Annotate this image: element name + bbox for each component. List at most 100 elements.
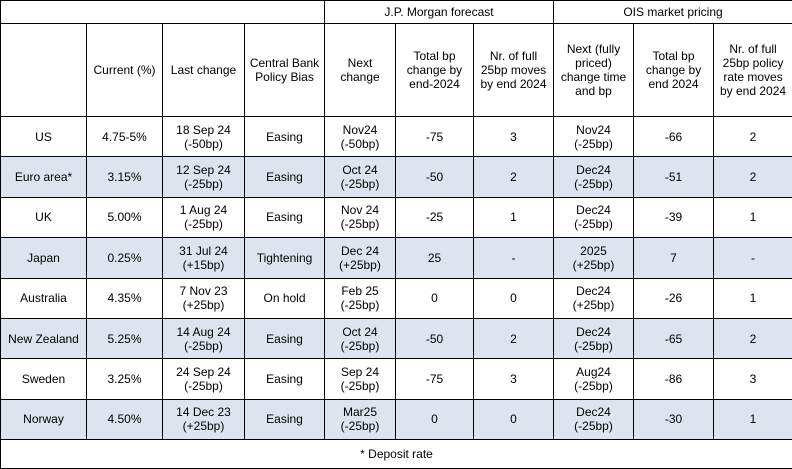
row-last-change: 1 Aug 24 (-25bp) (162, 196, 245, 239)
row-ois-total-bp: -86 (633, 358, 715, 400)
row-jpm-nr-moves: 0 (472, 277, 555, 319)
ois-next-change-bp: (-25bp) (574, 338, 613, 353)
jpm-next-change-bp: (-25bp) (340, 217, 380, 232)
jpm-next-change-date: Feb 25 (341, 284, 379, 299)
table-row: Euro area* 3.15% 12 Sep 24 (-25bp) Easing Oct… (0, 156, 792, 198)
ois-next-change-date: Dec24 (576, 405, 611, 420)
jpm-next-change-date: Sep 24 (340, 364, 380, 379)
row-jpm-next-change: Sep 24 (-25bp) (324, 358, 396, 400)
footnote-text: * Deposit rate (0, 439, 792, 469)
row-jpm-total-bp: -75 (395, 115, 474, 158)
column-header-ois-next-change: Next (fully priced) change time and bp (553, 23, 635, 117)
row-last-change: 31 Jul 24 (+15bp) (162, 237, 245, 279)
last-change-bp: (+15bp) (182, 257, 225, 272)
row-jpm-next-change: Dec 24 (+25bp) (324, 237, 396, 279)
row-ois-total-bp: -65 (633, 317, 715, 360)
row-current-rate: 3.15% (86, 156, 163, 198)
row-jpm-nr-moves: 3 (472, 358, 555, 400)
jpm-next-change-date: Oct 24 (342, 324, 378, 339)
last-change-bp: (+25bp) (182, 298, 225, 313)
row-country: New Zealand (0, 317, 87, 360)
ois-next-change-date: Nov24 (576, 122, 611, 137)
last-change-bp: (-25bp) (184, 177, 223, 192)
row-policy-bias: On hold (244, 277, 325, 319)
row-ois-total-bp: -26 (633, 277, 715, 319)
column-header-jpm-total-bp: Total bp change by end-2024 (395, 23, 474, 117)
row-last-change: 14 Dec 23 (+25bp) (162, 398, 245, 441)
jpm-next-change-date: Oct 24 (342, 163, 378, 178)
table-row: UK 5.00% 1 Aug 24 (-25bp) Easing Nov 24 (-25bp… (0, 196, 792, 239)
ois-next-change-bp: (+25bp) (572, 257, 615, 272)
row-last-change: 7 Nov 23 (+25bp) (162, 277, 245, 319)
row-jpm-total-bp: 25 (395, 237, 474, 279)
row-ois-next-change: 2025 (+25bp) (553, 237, 635, 279)
row-policy-bias: Easing (244, 196, 325, 239)
table-row: Japan 0.25% 31 Jul 24 (+15bp) Tightening Dec … (0, 237, 792, 279)
row-jpm-next-change: Oct 24 (-25bp) (324, 156, 396, 198)
row-ois-next-change: Dec24 (-25bp) (553, 317, 635, 360)
table-body: US 4.75-5% 18 Sep 24 (-50bp) Easing Nov24 (-50… (0, 115, 792, 441)
table-row: Sweden 3.25% 24 Sep 24 (-25bp) Easing Sep 24(… (0, 358, 792, 400)
row-current-rate: 0.25% (86, 237, 163, 279)
table-row: Australia 4.35% 7 Nov 23 (+25bp) On hold Feb … (0, 277, 792, 319)
row-jpm-total-bp: 0 (395, 277, 474, 319)
row-jpm-nr-moves: - (472, 237, 555, 279)
jpm-next-change-bp: (-25bp) (340, 298, 380, 313)
column-header-country (0, 23, 87, 117)
jpm-next-change-bp: (-25bp) (340, 177, 380, 192)
row-jpm-total-bp: -25 (395, 196, 474, 239)
row-current-rate: 3.25% (86, 358, 163, 400)
ois-next-change-bp: (-25bp) (574, 378, 613, 393)
last-change-date: 18 Sep 24 (176, 122, 231, 137)
row-ois-nr-moves: 1 (713, 196, 792, 239)
jpm-next-change-bp: (+25bp) (339, 257, 381, 272)
row-current-rate: 5.25% (86, 317, 163, 360)
ois-next-change-bp: (-25bp) (574, 217, 613, 232)
ois-next-change-date: Dec24 (576, 324, 611, 339)
table-footer: * Deposit rate (0, 439, 792, 469)
column-header-last-change: Last change (162, 23, 245, 117)
row-ois-nr-moves: 2 (713, 115, 792, 158)
row-country: Sweden (0, 358, 87, 400)
last-change-date: 7 Nov 23 (179, 284, 228, 299)
column-header-ois-total-bp: Total bp change by end 2024 (633, 23, 715, 117)
group-header-jpmorgan-forecast: J.P. Morgan forecast (323, 0, 555, 24)
ois-next-change-date: 2025 (580, 243, 607, 258)
column-header-ois-nr-moves: Nr. of full 25bp policy rate moves by en… (713, 23, 792, 117)
jpm-next-change-bp: (-50bp) (340, 136, 380, 151)
group-header-row: J.P. Morgan forecast OIS market pricing (0, 0, 792, 24)
column-header-current: Current (%) (86, 23, 163, 117)
last-change-date: 1 Aug 24 (179, 203, 228, 218)
row-jpm-nr-moves: 1 (472, 196, 555, 239)
row-jpm-nr-moves: 0 (472, 398, 555, 441)
row-ois-next-change: Dec24 (-25bp) (553, 156, 635, 198)
row-policy-bias: Tightening (244, 237, 325, 279)
ois-next-change-date: Dec24 (576, 163, 611, 178)
last-change-date: 24 Sep 24 (176, 364, 231, 379)
row-ois-total-bp: -51 (633, 156, 715, 198)
row-jpm-nr-moves: 2 (472, 156, 555, 198)
last-change-bp: (-50bp) (184, 136, 223, 151)
row-ois-total-bp: -66 (633, 115, 715, 158)
row-current-rate: 4.75-5% (86, 115, 163, 158)
row-country: Japan (0, 237, 87, 279)
row-ois-total-bp: -30 (633, 398, 715, 441)
column-header-row: Current (%) Last change Central Bank Pol… (0, 23, 792, 117)
jpm-next-change-bp: (-25bp) (340, 419, 380, 434)
jpm-next-change-date: Nov24 (342, 122, 378, 137)
column-header-policy-bias: Central Bank Policy Bias (244, 23, 325, 117)
row-current-rate: 4.35% (86, 277, 163, 319)
row-ois-nr-moves: 2 (713, 156, 792, 198)
row-country: US (0, 115, 87, 158)
row-ois-nr-moves: 1 (713, 398, 792, 441)
ois-next-change-bp: (-25bp) (574, 136, 613, 151)
column-header-jpm-next-change: Next change (324, 23, 396, 117)
row-policy-bias: Easing (244, 398, 325, 441)
jpm-next-change-bp: (-25bp) (340, 378, 380, 393)
ois-next-change-date: Aug24 (576, 364, 611, 379)
row-policy-bias: Easing (244, 317, 325, 360)
group-header-ois-market-pricing: OIS market pricing (553, 0, 792, 24)
row-country: UK (0, 196, 87, 239)
row-jpm-total-bp: -50 (395, 156, 474, 198)
row-policy-bias: Easing (244, 358, 325, 400)
